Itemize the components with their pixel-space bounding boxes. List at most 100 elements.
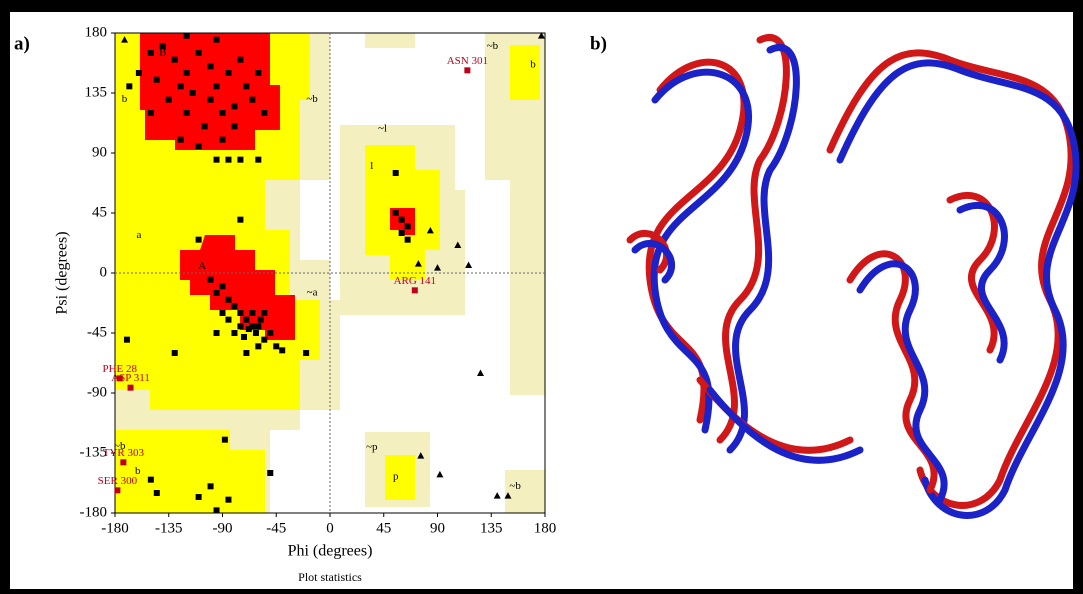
residue-point	[225, 297, 231, 303]
residue-point	[184, 110, 190, 116]
residue-point	[190, 90, 196, 96]
residue-point	[231, 330, 237, 336]
region-label: ~l	[378, 123, 387, 135]
residue-point	[303, 350, 309, 356]
x-tick-label: -90	[213, 520, 233, 536]
residue-point	[220, 283, 226, 289]
residue-point	[214, 157, 220, 163]
residue-point	[154, 490, 160, 496]
residue-point	[214, 83, 220, 89]
residue-point	[258, 317, 264, 323]
region-label: b	[530, 59, 536, 71]
residue-point	[124, 337, 130, 343]
y-tick-label: 180	[85, 24, 108, 40]
residue-point	[114, 487, 120, 493]
residue-point	[393, 170, 399, 176]
region-label: A	[198, 260, 206, 272]
y-tick-label: 0	[100, 264, 108, 280]
residue-point	[261, 310, 267, 316]
residue-label: ASN 301	[447, 55, 488, 67]
residue-point	[393, 210, 399, 216]
residue-point	[208, 483, 214, 489]
residue-point	[255, 323, 261, 329]
residue-point	[237, 57, 243, 63]
residue-point	[399, 230, 405, 236]
residue-point	[196, 143, 202, 149]
x-tick-label: 135	[480, 520, 503, 536]
residue-label: SER 300	[98, 475, 138, 487]
residue-point	[178, 83, 184, 89]
residue-point	[214, 290, 220, 296]
residue-point	[214, 507, 220, 513]
residue-point	[148, 110, 154, 116]
residue-point	[249, 310, 255, 316]
residue-point	[196, 50, 202, 56]
x-tick-label: 45	[376, 520, 391, 536]
y-tick-label: -180	[80, 504, 108, 520]
y-tick-label: 135	[85, 84, 108, 100]
residue-point	[148, 50, 154, 56]
y-tick-label: 45	[92, 204, 107, 220]
residue-point	[405, 237, 411, 243]
residue-point	[128, 385, 134, 391]
residue-point	[208, 277, 214, 283]
residue-point	[172, 350, 178, 356]
residue-point	[237, 217, 243, 223]
residue-point	[172, 57, 178, 63]
residue-point	[241, 334, 247, 340]
residue-point	[243, 83, 249, 89]
region-label: ~p	[366, 441, 378, 453]
residue-point	[225, 157, 231, 163]
residue-point	[237, 310, 243, 316]
residue-point	[202, 123, 208, 129]
residue-point	[196, 494, 202, 500]
residue-label: ARG 141	[394, 275, 436, 287]
x-axis-label: Phi (degrees)	[288, 543, 373, 560]
residue-point	[208, 63, 214, 69]
residue-point	[196, 237, 202, 243]
residue-point	[184, 70, 190, 76]
y-tick-label: 90	[92, 144, 107, 160]
region-label: p	[393, 471, 399, 483]
residue-point	[243, 350, 249, 356]
residue-point	[255, 70, 261, 76]
residue-point	[222, 437, 228, 443]
residue-point	[405, 223, 411, 229]
residue-point	[255, 157, 261, 163]
x-tick-label: 180	[534, 520, 557, 536]
y-tick-label: -90	[87, 384, 107, 400]
region-label: l	[370, 160, 373, 172]
residue-point	[160, 43, 166, 49]
y-axis-label: Psi (degrees)	[54, 231, 71, 314]
residue-point	[148, 477, 154, 483]
region-label: ~b	[509, 480, 521, 492]
residue-point	[249, 97, 255, 103]
region-label: a	[136, 229, 141, 241]
residue-point	[120, 459, 126, 465]
residue-point	[231, 103, 237, 109]
residue-point	[261, 110, 267, 116]
residue-point	[208, 97, 214, 103]
x-tick-label: -45	[266, 520, 286, 536]
residue-point	[399, 217, 405, 223]
residue-point	[237, 323, 243, 329]
residue-point	[237, 157, 243, 163]
region-label: ~b	[306, 93, 318, 105]
residue-point	[136, 70, 142, 76]
residue-point	[279, 347, 285, 353]
residue-point	[220, 310, 226, 316]
residue-point	[166, 97, 172, 103]
residue-point	[220, 137, 226, 143]
residue-point	[225, 70, 231, 76]
x-tick-label: 0	[326, 520, 334, 536]
panel-label: b)	[590, 33, 607, 54]
residue-point	[464, 67, 470, 73]
y-tick-label: -45	[87, 324, 107, 340]
x-tick-label: 90	[430, 520, 445, 536]
residue-point	[261, 337, 267, 343]
residue-point	[267, 470, 273, 476]
panel-label: a)	[14, 33, 30, 54]
residue-point	[255, 343, 261, 349]
figure: a) b) Phi (degrees) Psi (degrees) Plot s…	[0, 0, 1083, 589]
residue-point	[214, 37, 220, 43]
